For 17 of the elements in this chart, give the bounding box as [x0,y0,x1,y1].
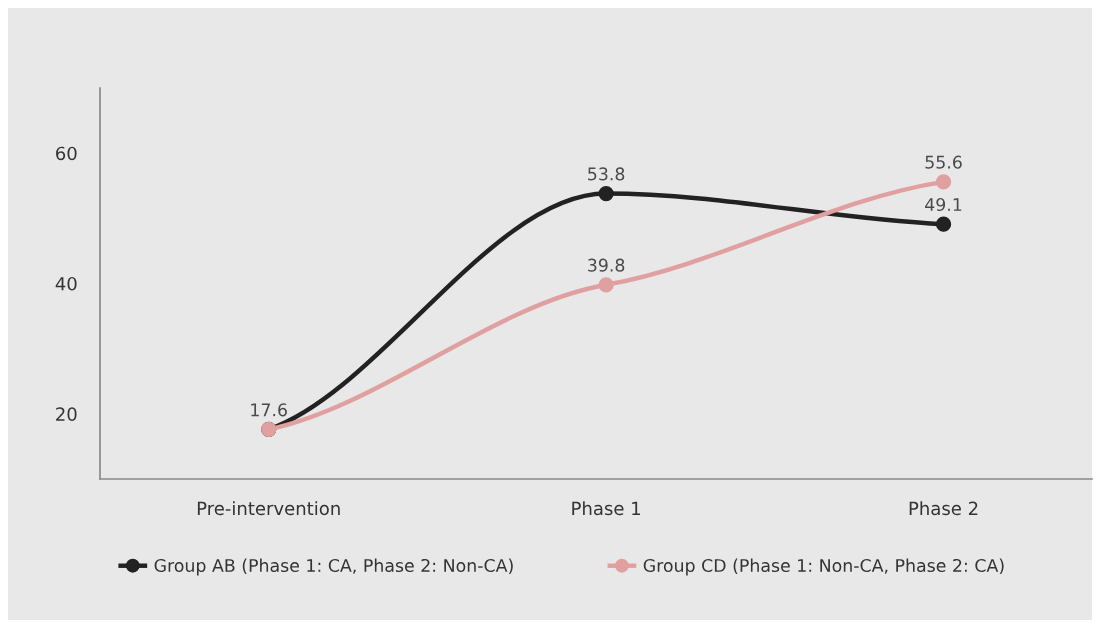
point [598,277,614,293]
y-tick-label: 20 [56,407,77,421]
point [935,216,952,232]
y-tick-label: 40 [55,276,77,291]
y-tick-label: 60 [56,146,77,161]
x-tick-label: Phase 2 [909,501,978,516]
legend-label: Group AB (Phase 1: CA, Phase 2: Non-CA) [154,558,513,576]
data-label: 53.8 [588,167,625,181]
legend-label: Group CD (Phase 1: Non-CA, Phase 2: CA) [643,558,1004,576]
data-label: 17.6 [251,403,287,417]
data-label: 55.6 [925,155,962,169]
data-label: 39.8 [588,258,625,272]
x-tick-label: Phase 1 [572,501,641,516]
point [598,185,614,202]
point [935,174,952,190]
x-tick-label: Pre-intervention [197,501,340,516]
data-label: 49.1 [925,197,962,212]
